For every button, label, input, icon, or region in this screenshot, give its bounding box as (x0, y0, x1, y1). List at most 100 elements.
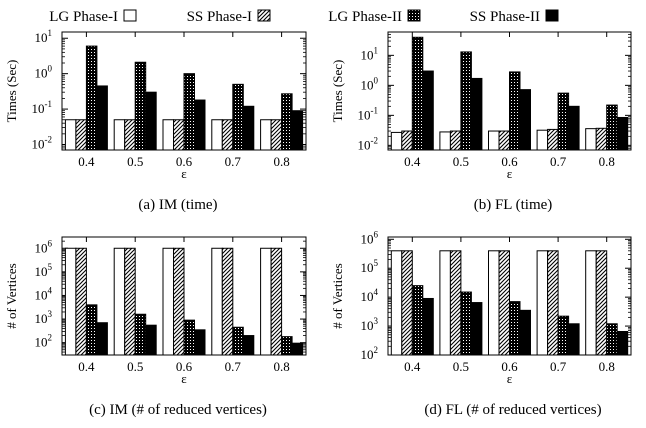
bar-dense (85, 304, 98, 356)
bar-black (145, 324, 157, 356)
x-tick-label: 0.5 (127, 359, 143, 374)
bar-white (439, 250, 451, 356)
x-tick-label: 0.8 (599, 359, 615, 374)
y-tick-label: 102 (361, 345, 379, 362)
bar-hatch (221, 119, 234, 151)
y-tick-label: 10-1 (32, 99, 53, 116)
legend-label: SS Phase-I (187, 9, 252, 25)
y-tick-label: 100 (35, 64, 53, 81)
chart-panel-3: 102 103 104 105 106 0.4 0.5 0.6 0.7 0.8 ε # of Vert… (4, 236, 307, 418)
bar-black (422, 70, 434, 151)
bar-hatch (449, 130, 462, 151)
bar-hatch (124, 119, 136, 151)
bar-black (519, 89, 531, 151)
bar-hatch (75, 119, 87, 151)
bar-black (194, 329, 206, 356)
y-axis-label: # of Vertices (4, 263, 19, 328)
bar-black (194, 99, 206, 151)
x-tick-label: 0.7 (550, 154, 567, 169)
bar-dense (281, 336, 293, 356)
panel-caption: (d) FL (# of reduced vertices) (424, 402, 601, 418)
bar-dense (183, 73, 195, 151)
bar-hatch (173, 247, 185, 356)
bar-dense (134, 313, 147, 356)
bar-white (260, 247, 272, 356)
chart-panel-2: 10-2 10-1 100 101 0.4 0.5 0.6 0.7 0.8 ε Times (Sec… (330, 31, 632, 213)
bar-black (568, 105, 580, 151)
bar-dense (134, 61, 147, 151)
x-tick-label: 0.4 (404, 359, 421, 374)
y-axis-label: Times (Sec) (4, 60, 19, 123)
bar-dense (183, 319, 195, 356)
y-tick-label: 105 (361, 258, 379, 275)
x-axis-label: ε (181, 371, 187, 386)
bar-black (242, 335, 255, 356)
bar-white (64, 247, 77, 356)
x-tick-label: 0.8 (273, 154, 289, 169)
bar-black (291, 342, 304, 356)
x-tick-label: 0.6 (176, 154, 193, 169)
bar-hatch (595, 250, 608, 356)
bar-white (585, 128, 597, 151)
legend-label: SS Phase-II (470, 9, 540, 25)
panel-caption: (a) IM (time) (138, 197, 217, 213)
chart-panels: 10-2 10-1 100 101 0.4 0.5 0.6 0.7 0.8 ε Times (Sec… (4, 28, 632, 418)
bar-dense (557, 92, 570, 151)
bar-dense (557, 315, 570, 356)
bar-hatch (75, 247, 87, 356)
x-tick-label: 0.6 (501, 359, 518, 374)
bar-white (260, 119, 272, 151)
bar-dense (281, 93, 293, 151)
bar-black (145, 91, 157, 151)
x-axis-label: ε (507, 371, 513, 386)
bar-dense (509, 71, 521, 151)
x-tick-label: 0.4 (78, 154, 95, 169)
legend: LG Phase-I SS Phase-I LG Phase-II SS Phase-… (49, 9, 559, 25)
bar-white (390, 250, 403, 356)
bar-black (568, 323, 580, 356)
y-tick-label: 10-2 (32, 135, 53, 152)
bar-dense (460, 291, 472, 356)
bar-hatch (498, 130, 510, 151)
bar-white (113, 119, 126, 151)
bar-white (211, 119, 223, 151)
y-tick-label: 10-2 (358, 135, 379, 152)
x-tick-label: 0.8 (599, 154, 615, 169)
bar-black (422, 297, 434, 356)
x-tick-label: 0.5 (453, 154, 469, 169)
bar-black (470, 302, 483, 356)
y-tick-label: 102 (35, 333, 53, 350)
y-tick-label: 103 (361, 316, 379, 333)
bar-white (536, 129, 549, 151)
x-tick-label: 0.4 (78, 359, 95, 374)
bar-white (64, 119, 77, 151)
bar-hatch (595, 127, 608, 151)
x-tick-label: 0.7 (225, 359, 242, 374)
x-tick-label: 0.6 (501, 154, 518, 169)
bar-dense (606, 104, 618, 151)
legend-swatch (123, 9, 137, 22)
y-tick-label: 103 (35, 309, 53, 326)
bar-white (439, 131, 451, 151)
x-tick-label: 0.4 (404, 154, 421, 169)
chart-panel-1: 10-2 10-1 100 101 0.4 0.5 0.6 0.7 0.8 ε Times (Sec… (4, 28, 307, 213)
bar-white (488, 250, 500, 356)
bar-white (585, 250, 597, 356)
legend-label: LG Phase-I (49, 9, 118, 25)
y-tick-label: 105 (35, 262, 53, 279)
y-axis-label: # of Vertices (330, 263, 345, 328)
bar-black (96, 85, 108, 151)
x-axis-label: ε (507, 166, 513, 181)
bar-hatch (124, 247, 136, 356)
y-tick-label: 101 (361, 45, 379, 62)
bar-black (96, 322, 108, 356)
bar-dense (460, 51, 472, 151)
legend-swatch (407, 9, 421, 22)
bar-hatch (401, 130, 413, 151)
bar-hatch (547, 128, 559, 151)
bar-dense (606, 323, 618, 356)
y-tick-label: 10-1 (358, 105, 379, 122)
bar-hatch (173, 119, 185, 151)
y-tick-label: 101 (35, 28, 53, 45)
